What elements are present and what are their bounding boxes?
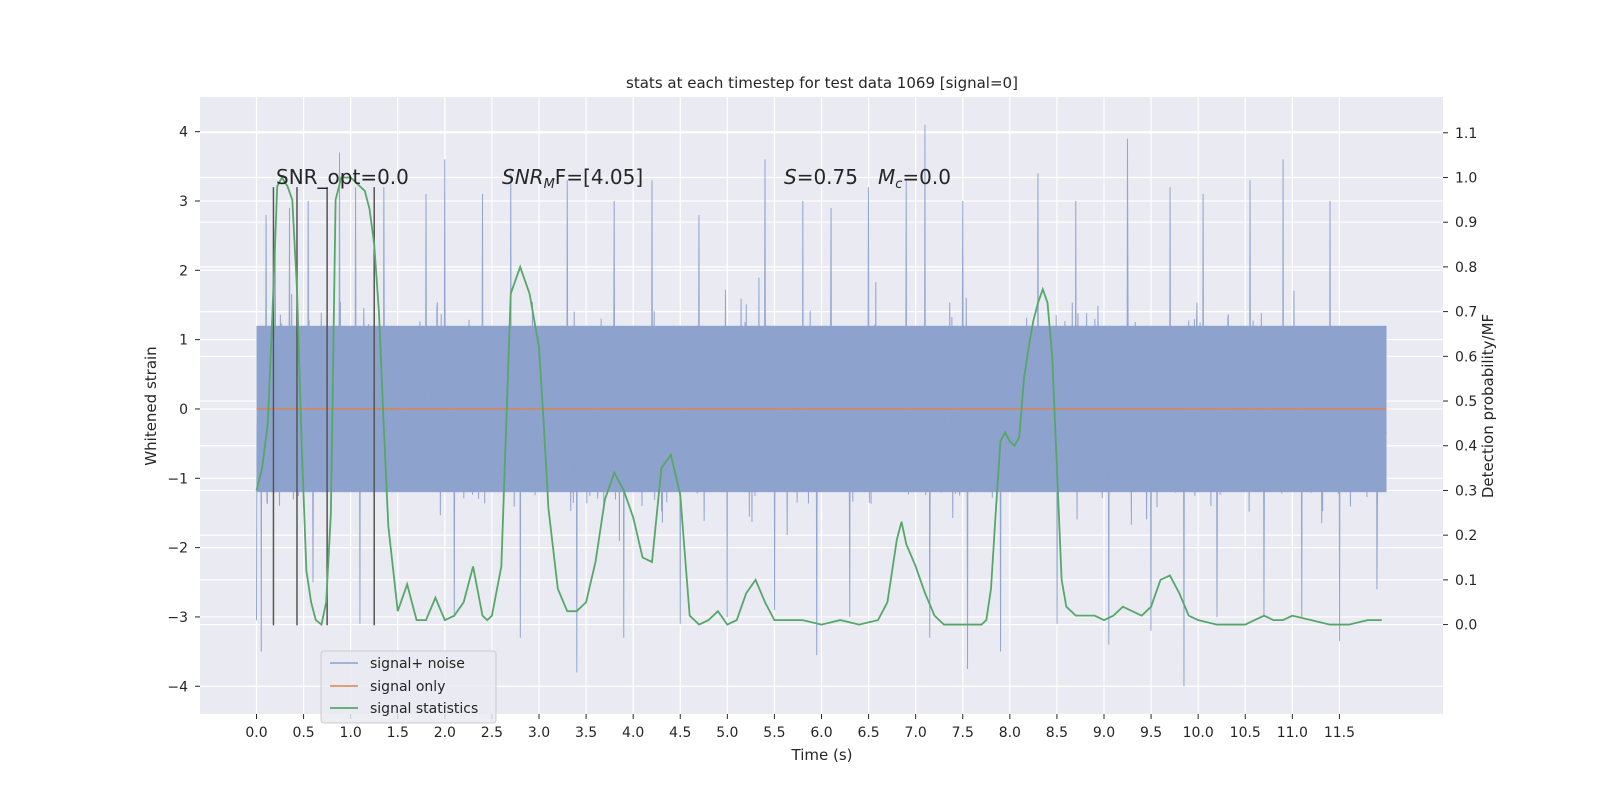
y-tick-label-1: −3 bbox=[167, 610, 188, 626]
y-right-tick-label-6: 0.6 bbox=[1455, 349, 1477, 365]
snr-mf-annotation: SNRMF=[4.05] bbox=[502, 165, 643, 192]
x-tick-label-4: 2.0 bbox=[434, 725, 456, 741]
x-tick-label-2: 1.0 bbox=[340, 725, 362, 741]
x-tick-label-5: 2.5 bbox=[481, 725, 503, 741]
mc-base: M bbox=[878, 165, 895, 189]
x-tick-label-9: 4.5 bbox=[669, 725, 691, 741]
x-axis-label: Time (s) bbox=[791, 746, 853, 764]
s-label: S bbox=[784, 165, 797, 189]
x-tick-label-15: 7.5 bbox=[952, 725, 974, 741]
y-axis-ticks: −4 −3 −2 −1 0 1 2 3 4 bbox=[167, 125, 200, 695]
s-annotation: S=0.75 bbox=[784, 165, 858, 189]
y-tick-label-5: 1 bbox=[179, 333, 188, 349]
x-axis-ticks: 0.0 0.5 1.0 1.5 2.0 2.5 3.0 3.5 4.0 4.5 5.0 5.5 6.0 6… bbox=[245, 714, 1355, 741]
y-axis-label: Whitened strain bbox=[142, 346, 160, 465]
s-value: =0.75 bbox=[797, 165, 858, 189]
snr-mf-rest: F=[4.05] bbox=[555, 165, 643, 189]
y-tick-label-4: 0 bbox=[179, 402, 188, 418]
y-right-axis-label: Detection probability/MF bbox=[1479, 314, 1497, 498]
chart-title: stats at each timestep for test data 106… bbox=[626, 74, 1018, 92]
y-right-tick-label-0: 0.0 bbox=[1455, 618, 1477, 634]
x-tick-label-21: 10.5 bbox=[1230, 725, 1261, 741]
x-tick-label-7: 3.5 bbox=[575, 725, 597, 741]
vertical-markers bbox=[272, 187, 375, 626]
y-tick-label-8: 4 bbox=[179, 125, 188, 141]
y-right-tick-label-10: 1.0 bbox=[1455, 170, 1477, 186]
y-tick-label-6: 2 bbox=[179, 263, 188, 279]
y-right-tick-label-5: 0.5 bbox=[1455, 394, 1477, 410]
x-tick-label-6: 3.0 bbox=[528, 725, 550, 741]
x-tick-label-16: 8.0 bbox=[999, 725, 1021, 741]
x-tick-label-10: 5.0 bbox=[716, 725, 738, 741]
mc-value: =0.0 bbox=[902, 165, 951, 189]
mc-sub: c bbox=[895, 177, 902, 192]
snr-mf-base: SNR bbox=[502, 165, 544, 189]
legend-entry-statistics: signal statistics bbox=[370, 701, 478, 717]
snr-mf-sub: M bbox=[544, 177, 555, 192]
x-tick-label-20: 10.0 bbox=[1183, 725, 1214, 741]
legend-entry-noise: signal+ noise bbox=[370, 656, 465, 672]
y-right-tick-label-1: 0.1 bbox=[1455, 573, 1477, 589]
y-right-axis-ticks: 0.0 0.1 0.2 0.3 0.4 0.5 0.6 0.7 0.8 0.9 1.0 1.1 bbox=[1443, 126, 1477, 634]
x-tick-label-22: 11.0 bbox=[1277, 725, 1308, 741]
x-tick-label-1: 0.5 bbox=[292, 725, 314, 741]
legend: signal+ noise signal only signal statist… bbox=[320, 650, 497, 724]
y-right-tick-label-4: 0.4 bbox=[1455, 439, 1477, 455]
snr-opt-annotation: SNR_opt=0.0 bbox=[276, 165, 409, 189]
noise-trace bbox=[256, 124, 1387, 687]
y-right-tick-label-3: 0.3 bbox=[1455, 483, 1477, 499]
x-tick-label-23: 11.5 bbox=[1324, 725, 1355, 741]
x-tick-label-11: 5.5 bbox=[763, 725, 785, 741]
x-tick-label-8: 4.0 bbox=[622, 725, 644, 741]
y-tick-label-2: −2 bbox=[167, 541, 188, 557]
y-tick-label-0: −4 bbox=[167, 679, 188, 695]
x-tick-label-0: 0.0 bbox=[245, 725, 267, 741]
y-right-tick-label-9: 0.9 bbox=[1455, 215, 1477, 231]
x-tick-label-14: 7.0 bbox=[905, 725, 927, 741]
y-right-tick-label-11: 1.1 bbox=[1455, 126, 1477, 142]
y-right-tick-label-8: 0.8 bbox=[1455, 260, 1477, 276]
legend-box bbox=[320, 650, 497, 724]
x-tick-label-18: 9.0 bbox=[1093, 725, 1115, 741]
x-tick-label-19: 9.5 bbox=[1140, 725, 1162, 741]
mc-annotation: Mc=0.0 bbox=[878, 165, 951, 192]
y-right-tick-label-2: 0.2 bbox=[1455, 528, 1477, 544]
y-tick-label-7: 3 bbox=[179, 194, 188, 210]
x-tick-label-3: 1.5 bbox=[387, 725, 409, 741]
x-tick-label-12: 6.0 bbox=[810, 725, 832, 741]
legend-entry-signal: signal only bbox=[370, 679, 445, 695]
y-right-tick-label-7: 0.7 bbox=[1455, 305, 1477, 321]
y-tick-label-3: −1 bbox=[167, 471, 188, 487]
signal-statistics-line bbox=[255, 175, 1382, 627]
x-tick-label-17: 8.5 bbox=[1046, 725, 1068, 741]
x-tick-label-13: 6.5 bbox=[857, 725, 879, 741]
